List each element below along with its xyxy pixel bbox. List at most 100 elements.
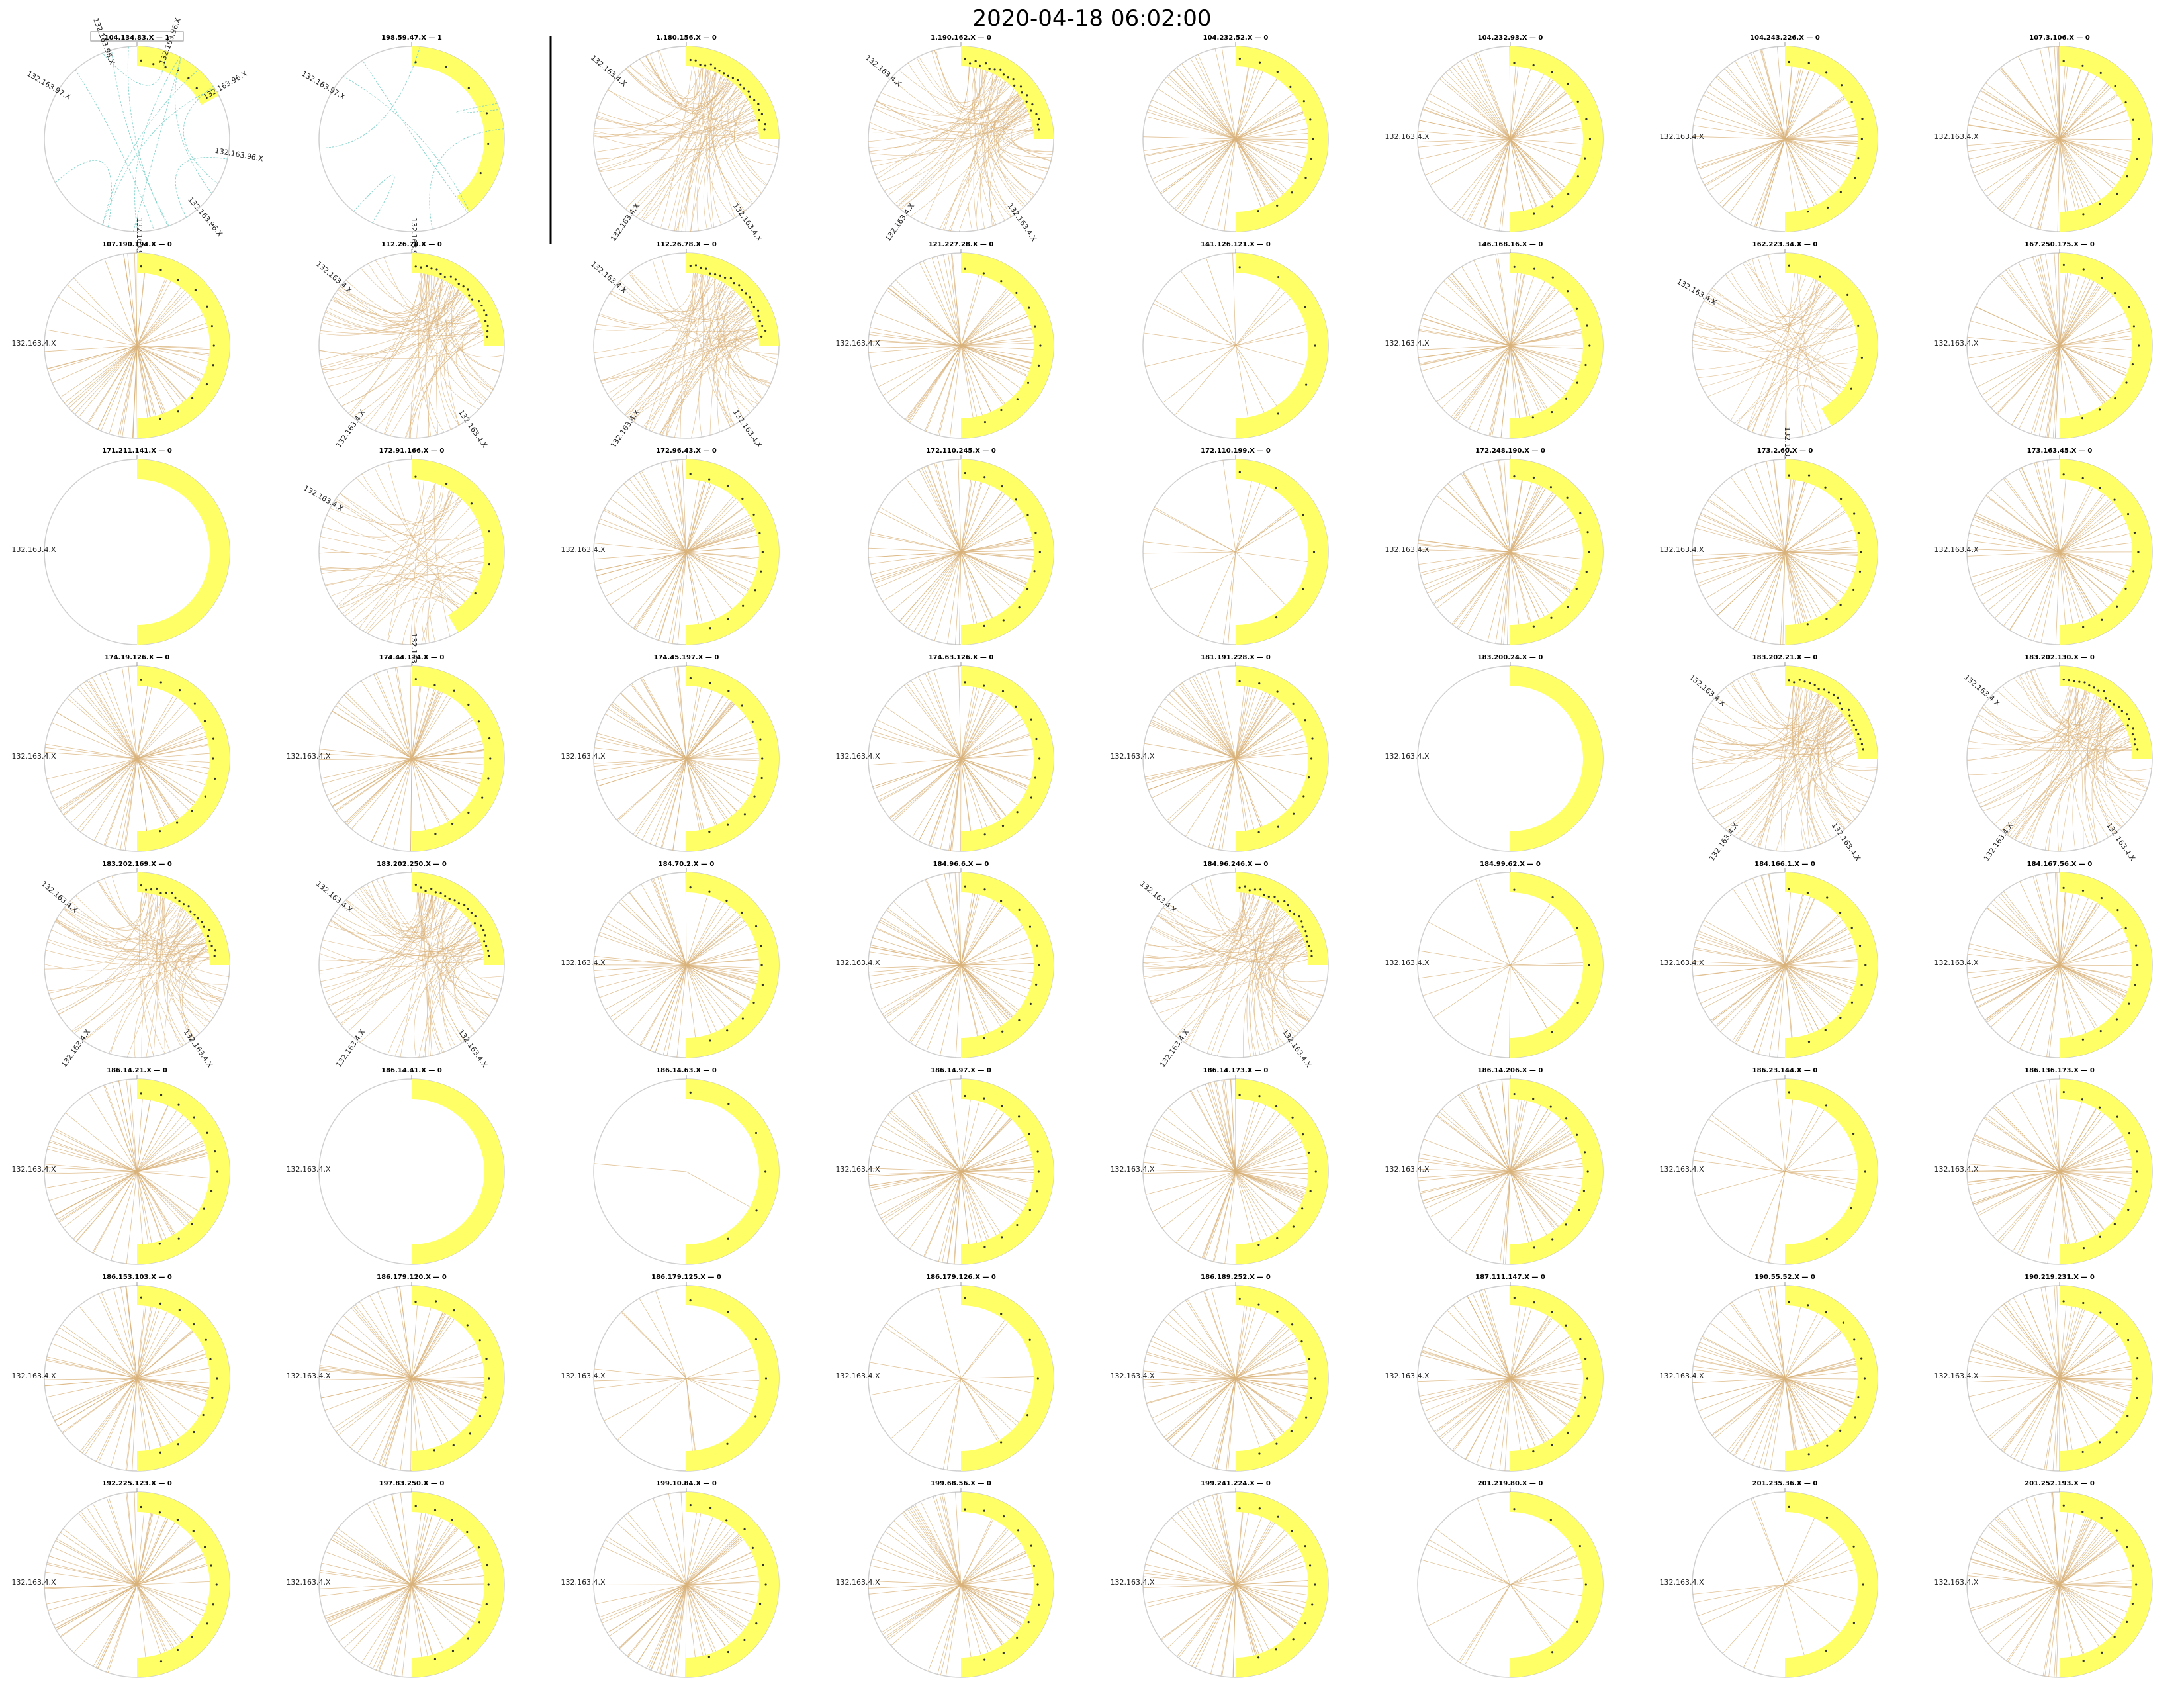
edge [440, 304, 472, 426]
edge [1510, 492, 1553, 553]
edge [1178, 1584, 1236, 1658]
edge [411, 1378, 482, 1399]
node-marker [480, 924, 482, 927]
edge [608, 89, 758, 136]
edge [319, 753, 412, 759]
edge [2059, 1171, 2132, 1179]
edge [618, 902, 687, 966]
edge [1235, 138, 1279, 199]
edge [2005, 269, 2060, 346]
edge [1784, 138, 1858, 144]
edge [906, 683, 962, 759]
edge [2103, 723, 2125, 825]
edge [1718, 138, 1786, 205]
edge [1752, 258, 1837, 318]
edge [1694, 720, 1848, 746]
edge [2059, 335, 2132, 346]
edge [2059, 85, 2109, 140]
edge [1436, 551, 1511, 609]
node-marker [485, 1358, 488, 1360]
edge [2030, 670, 2110, 725]
edge [136, 1311, 167, 1379]
edge [942, 461, 962, 553]
edge [1235, 1171, 1261, 1241]
edge [1510, 528, 1580, 553]
edge [651, 1584, 687, 1671]
node-marker [1567, 1431, 1569, 1434]
edge [1443, 281, 1511, 346]
edge [341, 921, 470, 1026]
edge [1235, 1338, 1297, 1379]
node-marker [1283, 900, 1286, 903]
edge [1148, 758, 1236, 790]
edge [1991, 489, 2060, 553]
edge [2059, 1540, 2118, 1585]
edge [909, 345, 962, 423]
node-marker [1513, 1092, 1516, 1096]
edge [411, 758, 483, 774]
edge [372, 1584, 412, 1669]
edge [960, 345, 1032, 364]
edge [2059, 1584, 2128, 1613]
edge [2059, 1530, 2109, 1585]
node-marker [2081, 477, 2084, 479]
edge [1235, 1123, 1291, 1172]
axis-label: 132.163.4.X [1830, 821, 1862, 863]
edge [1991, 1314, 2060, 1379]
edge [1968, 1572, 2060, 1585]
edge [607, 335, 758, 395]
edge [594, 71, 715, 137]
panel-title: 174.44.114.X — 0 [379, 654, 445, 661]
node-marker [1533, 267, 1536, 270]
edge [633, 551, 687, 629]
edge [136, 345, 163, 414]
destination-arc [1785, 46, 1878, 232]
edge [1224, 1171, 1236, 1264]
edge [455, 103, 500, 114]
edge [875, 551, 962, 588]
edge [2059, 1309, 2083, 1379]
node-marker [726, 485, 729, 487]
node-marker [758, 118, 760, 122]
node-marker [488, 955, 490, 957]
edge [1510, 345, 1567, 392]
edge [1510, 1378, 1553, 1438]
edge-group [594, 666, 764, 851]
node-marker [159, 1302, 162, 1305]
edge [323, 892, 420, 993]
edge [686, 1566, 757, 1585]
edge [1784, 506, 1843, 553]
edge [639, 964, 687, 1046]
node-marker [214, 949, 217, 952]
edge [1418, 1168, 1511, 1172]
node-marker [1584, 157, 1586, 160]
edge [1707, 721, 1848, 810]
edge [1235, 68, 1255, 140]
edge-group [1692, 459, 1862, 645]
edge [2059, 500, 2112, 553]
edge [1968, 1378, 2060, 1397]
edge [1235, 138, 1275, 201]
edge [1784, 1378, 1856, 1394]
edge [411, 1584, 471, 1628]
edge [686, 964, 759, 969]
edge [631, 338, 759, 420]
edge [136, 1152, 208, 1172]
edge [1971, 524, 2060, 553]
node-marker [1038, 118, 1040, 120]
destination-arc [137, 46, 219, 105]
edge [1235, 1517, 1262, 1585]
edge [1743, 263, 1842, 393]
edge [1970, 964, 2060, 991]
edge [686, 758, 756, 781]
edge [1235, 694, 1272, 759]
edge [60, 758, 138, 812]
edge [960, 1171, 969, 1244]
edge [1171, 1517, 1236, 1585]
edge [598, 91, 742, 126]
node-marker [1586, 1377, 1589, 1380]
edge [411, 758, 449, 822]
